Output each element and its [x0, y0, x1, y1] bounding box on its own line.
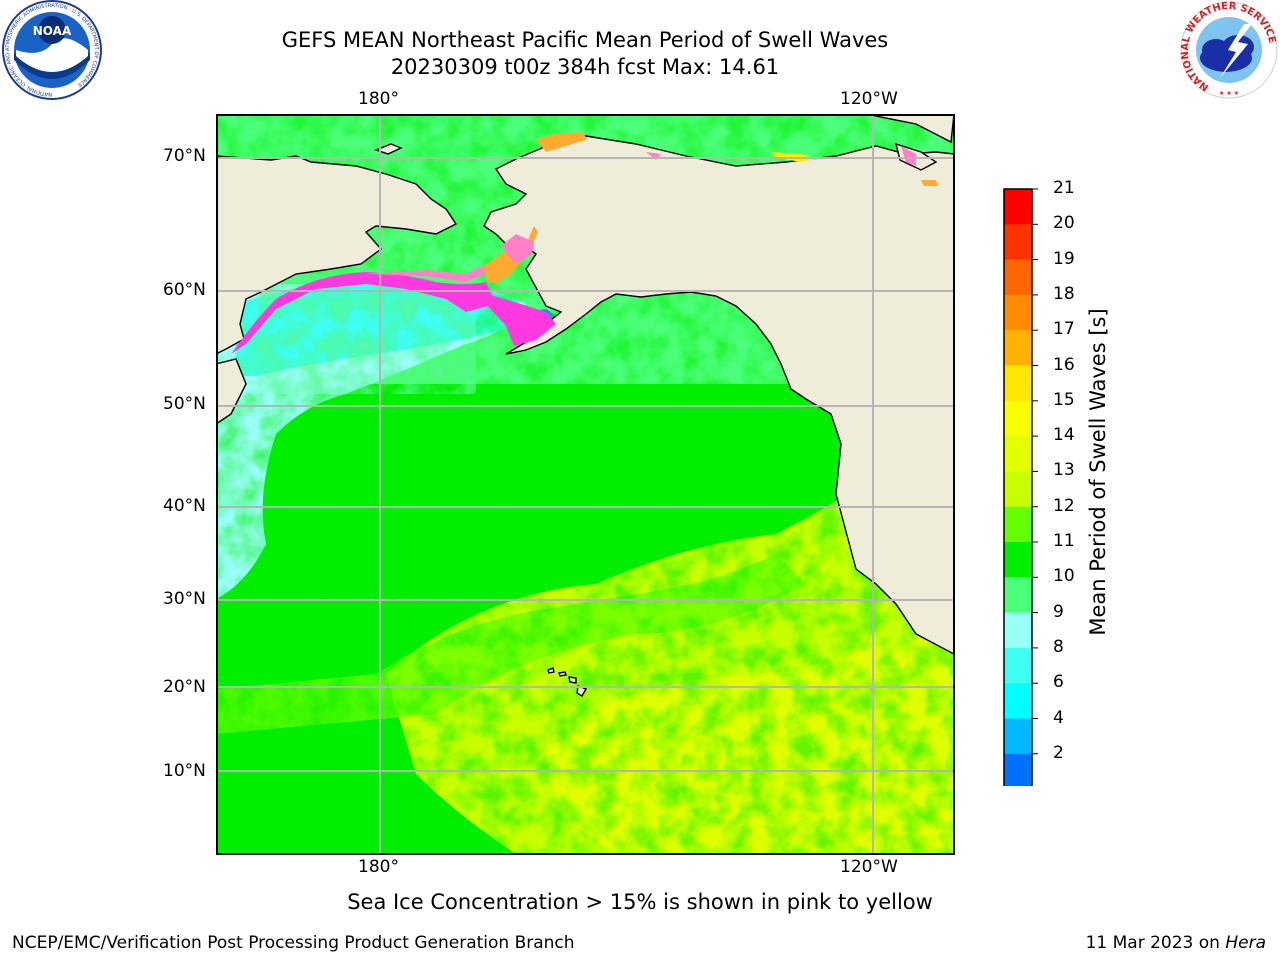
nws-logo: NATIONAL WEATHER SERVICE ★ ★ ★ [1180, 1, 1278, 99]
colorbar-tick-label: 13 [1053, 460, 1075, 481]
footer-date-text: 11 Mar 2023 on [1085, 933, 1226, 953]
map-frame [216, 114, 955, 855]
bottom-lon-label-180: 180° [358, 857, 399, 877]
colorbar-label: Mean Period of Swell Waves [s] [1086, 308, 1110, 636]
colorbar-segment [1004, 189, 1032, 225]
colorbar-segment [1004, 647, 1032, 684]
colorbar-segment [1004, 400, 1032, 437]
top-lon-label-180: 180° [358, 89, 399, 109]
lat-label-50n: 50°N [163, 394, 206, 414]
colorbar-tick-label: 2 [1053, 742, 1064, 763]
lat-label-10n: 10°N [163, 761, 206, 781]
colorbar-tick-label: 21 [1053, 178, 1075, 198]
footer-credit: NCEP/EMC/Verification Post Processing Pr… [12, 933, 575, 953]
colorbar-tick-label: 12 [1053, 495, 1075, 516]
lat-label-30n: 30°N [163, 589, 206, 609]
colorbar-segment [1004, 330, 1032, 366]
graticule [216, 114, 954, 854]
top-lon-label-120w: 120°W [840, 89, 898, 109]
sea-ice-note: Sea Ice Concentration > 15% is shown in … [347, 890, 933, 914]
colorbar-segment [1004, 436, 1032, 472]
colorbar-tick-label: 14 [1053, 425, 1075, 446]
colorbar-segment [1004, 753, 1032, 786]
colorbar [1003, 188, 1038, 786]
colorbar-segment [1004, 683, 1032, 719]
colorbar-tick-label: 9 [1053, 601, 1064, 622]
colorbar-segment [1004, 577, 1032, 614]
footer-host: Hera [1225, 933, 1266, 953]
colorbar-segment [1004, 365, 1032, 402]
colorbar-segment [1004, 471, 1032, 508]
land-masses [216, 114, 954, 697]
colorbar-tick-label: 20 [1053, 213, 1075, 234]
svg-text:NOAA: NOAA [33, 24, 72, 38]
colorbar-tick-label: 8 [1053, 636, 1064, 657]
chart-title: GEFS MEAN Northeast Pacific Mean Period … [281, 28, 889, 52]
colorbar-tick-label: 16 [1053, 354, 1075, 375]
noaa-logo: NATIONAL OCEANIC AND ATMOSPHERIC ADMINIS… [2, 0, 102, 100]
lat-label-60n: 60°N [163, 280, 206, 300]
colorbar-segment [1004, 612, 1032, 649]
colorbar-tick-label: 10 [1053, 566, 1075, 587]
colorbar-segment [1004, 224, 1032, 261]
colorbar-tick-label: 11 [1053, 531, 1075, 551]
colorbar-segment [1004, 259, 1032, 296]
colorbar-segment [1004, 542, 1032, 578]
colorbar-tick-label: 6 [1053, 672, 1064, 693]
colorbar-tick-label: 18 [1053, 283, 1075, 304]
lat-label-20n: 20°N [163, 677, 206, 697]
colorbar-segment [1004, 294, 1032, 331]
footer-date: 11 Mar 2023 on Hera [1086, 933, 1266, 953]
colorbar-tick-label: 15 [1053, 389, 1075, 410]
lat-label-70n: 70°N [163, 146, 206, 166]
colorbar-tick-label: 19 [1053, 248, 1075, 269]
bottom-lon-label-120w: 120°W [840, 857, 898, 877]
colorbar-segment [1004, 718, 1032, 755]
svg-text:★ ★ ★: ★ ★ ★ [1219, 90, 1239, 97]
colorbar-tick-label: 17 [1053, 319, 1075, 340]
chart-subtitle: 20230309 t00z 384h fcst Max: 14.61 [390, 55, 780, 79]
lat-label-40n: 40°N [163, 496, 206, 516]
colorbar-outline [1003, 188, 1033, 786]
colorbar-segment [1004, 506, 1032, 543]
swell-period-map [216, 114, 955, 855]
colorbar-tick-label: 4 [1053, 707, 1064, 728]
